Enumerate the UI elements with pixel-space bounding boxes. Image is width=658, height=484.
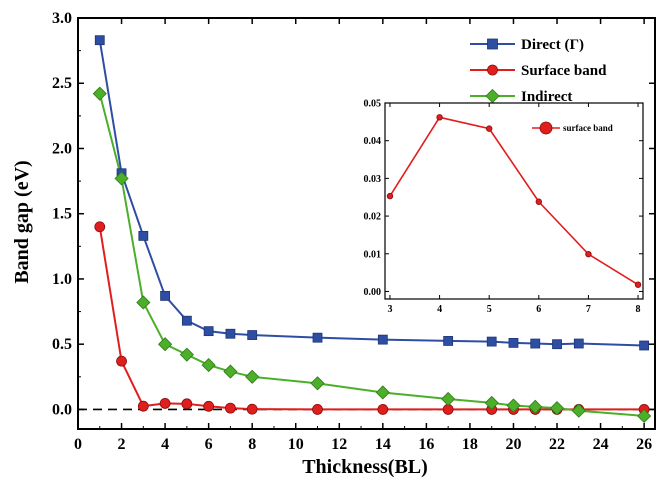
indirect-point [637,408,652,424]
surface-band-point [116,355,127,367]
direct-gamma-point [247,330,258,340]
y-tick-label: 2.5 [52,75,72,92]
y-tick-label: 1.5 [52,206,72,223]
indirect-point [375,385,390,400]
y-tick-label: 3.0 [52,10,72,27]
indirect-point [484,395,499,410]
surface-band-point [94,221,106,233]
x-tick-label: 2 [118,436,126,453]
y-tick-label: 0.5 [52,336,72,353]
surface-band-point [203,400,215,412]
y-axis-title: Band gap (eV) [11,160,33,283]
x-tick-label: 18 [462,436,478,453]
inset-y-tick-label: 0.01 [364,249,382,260]
inset-surface-band-point [436,114,443,121]
inset-surface-band-point [634,281,642,288]
indirect-point [92,86,107,101]
x-tick-label: 10 [288,436,304,453]
legend: Direct (Γ) Surface band Indirect [470,37,607,105]
inset-legend-label: surface band [563,123,613,133]
inset-legend-marker [539,121,553,135]
direct-gamma-point [530,338,541,349]
legend-label-direct-gamma: Direct (Γ) [521,37,584,53]
inset-surface-band-line [389,116,639,286]
inset-y-tick-label: 0.03 [364,174,382,185]
y-tick-label: 0.0 [52,401,72,418]
indirect-point [245,369,260,384]
indirect-point [179,347,194,362]
x-tick-label: 14 [375,436,391,453]
x-tick-label: 16 [418,436,434,453]
indirect-point [506,398,521,413]
inset-y-tick-label: 0.04 [364,136,382,147]
indirect-point [310,376,325,391]
indirect-point [549,401,565,416]
indirect-point [223,364,238,379]
x-tick-label: 20 [505,436,521,453]
inset-x-tick-label: 4 [437,304,442,315]
inset-y-tick-label: 0.00 [364,287,382,298]
legend-label-surface-band: Surface band [521,63,607,79]
x-tick-label: 0 [74,436,82,453]
surface-band-point [377,404,389,415]
direct-gamma-point [573,338,584,349]
direct-gamma-point [508,337,519,348]
x-tick-label: 22 [549,436,565,453]
y-tick-label: 1.0 [52,271,72,288]
inset-x-tick-label: 7 [586,304,591,315]
inset-plot: 3 4 5 6 7 8 0.00 0.01 0.02 0.03 0.04 0.05 surface ba… [364,99,644,315]
indirect-point [201,358,216,373]
direct-gamma-point [138,230,149,241]
direct-gamma-point [181,315,192,326]
direct-gamma-point [377,334,388,345]
direct-gamma-point [203,326,214,337]
indirect-point [158,337,173,352]
x-tick-label: 8 [248,436,256,453]
inset-y-tick-label: 0.02 [364,212,382,223]
surface-band-point [246,403,258,415]
inset-x-tick-label: 3 [387,304,392,315]
direct-gamma-point [443,336,454,346]
surface-band-point [312,404,323,415]
x-tick-label: 4 [161,436,169,453]
direct-gamma-point [486,336,497,347]
x-tick-label: 26 [636,436,652,453]
indirect-point [571,403,586,418]
direct-gamma-point [639,340,650,351]
main-plot: 0 2 4 6 8 10 12 14 16 18 20 22 24 260.00.51.01.52.02.… [52,10,656,453]
surface-band-point [159,398,171,409]
direct-gamma-point [552,339,562,350]
surface-band-point [225,402,236,414]
plot-frame [77,17,656,430]
inset-x-tick-label: 6 [536,304,541,315]
legend-marker-direct-gamma [487,38,498,50]
legend-marker-surface-band [487,64,498,76]
x-tick-label: 12 [331,436,347,453]
direct-gamma-point [94,35,105,46]
y-tick-label: 2.0 [52,140,72,157]
x-axis-title: Thickness(BL) [302,456,428,478]
legend-label-indirect: Indirect [521,89,572,105]
inset-x-tick-label: 8 [636,304,641,315]
direct-gamma-point [225,328,236,339]
indirect-point [528,399,543,414]
legend-marker-indirect [485,88,500,104]
direct-gamma-point [160,291,170,301]
surface-band-point [181,398,193,410]
inset-y-tick-label: 0.05 [364,99,382,110]
indirect-point [441,391,456,407]
inset-surface-band-point [386,192,394,200]
x-tick-label: 6 [205,436,213,453]
surface-band-point [137,400,149,412]
direct-gamma-point [312,332,323,343]
indirect-point [114,171,129,186]
inset-surface-band-point [585,250,592,258]
inset-surface-band-point [485,125,493,132]
inset-x-tick-label: 5 [487,304,492,315]
inset-surface-band-point [535,198,543,205]
indirect-point [136,295,151,310]
x-tick-label: 24 [593,436,609,453]
